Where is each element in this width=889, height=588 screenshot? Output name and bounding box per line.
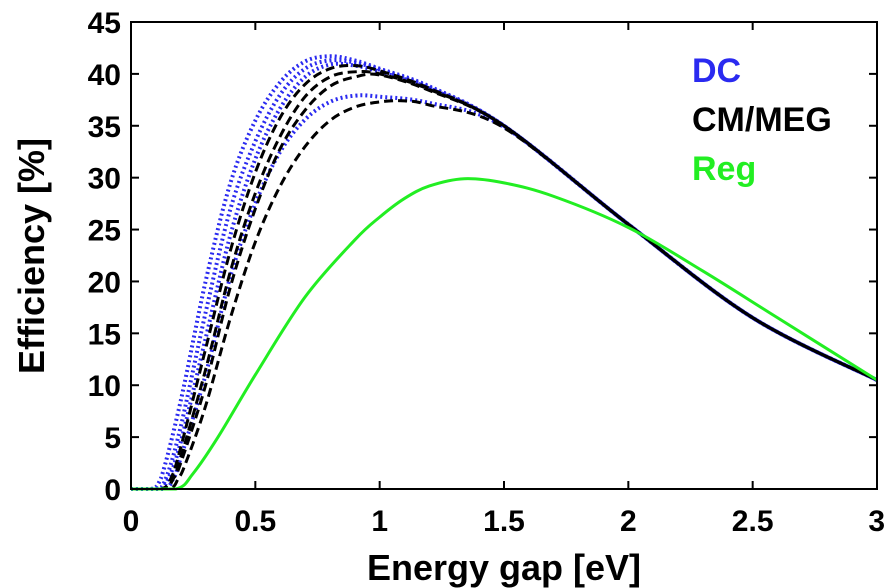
legend: DC CM/MEG Reg — [692, 52, 832, 188]
series-cm-meg-curve-4 — [131, 99, 878, 491]
y-tick-label: 30 — [88, 163, 121, 196]
legend-entry-cm-meg: CM/MEG — [692, 101, 832, 139]
y-tick-label: 20 — [88, 266, 121, 299]
plot-frame — [130, 21, 878, 490]
series-dc-curve-4 — [131, 93, 878, 491]
x-tick-label: 1.5 — [483, 505, 525, 538]
x-axis-title: Energy gap [eV] — [367, 547, 641, 588]
series-cm-meg-curve-2 — [131, 69, 878, 491]
x-tick-label: 2 — [620, 505, 637, 538]
x-tick-label: 0.5 — [234, 505, 276, 538]
y-tick-label: 15 — [88, 318, 121, 351]
axis-ticks — [130, 21, 878, 490]
x-tick-label: 2.5 — [732, 505, 774, 538]
y-tick-label: 10 — [88, 370, 121, 403]
legend-entry-dc: DC — [692, 52, 741, 90]
x-tick-label: 1 — [371, 505, 388, 538]
y-tick-label: 0 — [104, 474, 121, 507]
series-dc-curve-3 — [131, 61, 878, 491]
series-reg-curve-1 — [131, 177, 878, 491]
y-tick-label: 45 — [88, 7, 121, 40]
x-tick-label: 0 — [123, 505, 140, 538]
y-tick-label: 5 — [104, 422, 121, 455]
y-axis-title: Efficiency [%] — [11, 138, 52, 374]
chart-curves — [131, 54, 878, 491]
x-tick-label: 3 — [868, 505, 885, 538]
series-dc-curve-1 — [131, 54, 878, 491]
y-tick-label: 25 — [88, 215, 121, 248]
y-tick-label: 35 — [88, 111, 121, 144]
y-tick-label: 40 — [88, 59, 121, 92]
legend-entry-reg: Reg — [692, 150, 756, 188]
